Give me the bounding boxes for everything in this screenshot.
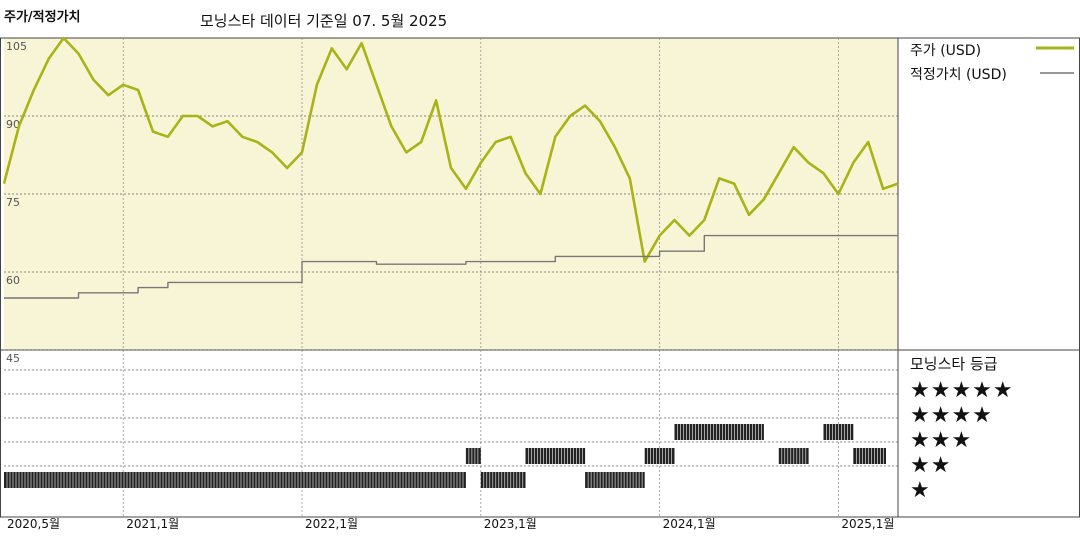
chart-title: 주가/적정가치 [4,10,81,25]
price-line [2,36,899,263]
legend-fair-value-label: 적정가치 (USD) [910,67,1007,83]
legend-price: 주가 (USD) [910,40,981,60]
rating-level-5-stars: ★★★★★ [910,378,1014,403]
x-tick-label: 2023,1월 [484,517,537,531]
y-tick-label: 75 [6,196,20,209]
y-tick-label: 105 [6,40,27,53]
fair-value-line [4,234,898,299]
rating-bar [853,448,886,464]
rating-level-2-stars: ★★ [910,453,952,478]
x-tick-label: 2025,1월 [841,517,894,531]
y-tick-label: 90 [6,118,20,131]
rating-bar [465,448,481,464]
y-tick-label: 60 [6,274,20,287]
chart-subtitle: 모닝스타 데이터 기준일 07. 5월 2025 [200,12,448,30]
rating-lanes [4,369,898,467]
rating-legend-title: 모닝스타 등급 [910,355,998,373]
legend-price-label: 주가 (USD) [910,43,982,59]
rating-level-1-star: ★ [910,478,931,503]
series-lines [2,36,899,299]
y-axis-labels: 105 90 75 60 45 [6,40,27,365]
legend-fair-value: 적정가치 (USD) [910,64,1007,84]
price-band [4,38,898,350]
rating-bar [480,472,526,488]
grid-lines [4,38,898,517]
x-tick-label: 2020,5월 [7,517,60,531]
x-tick-label: 2022,1월 [305,517,358,531]
x-tick-label: 2021,1월 [126,517,179,531]
rating-bars [4,424,886,488]
y-tick-label: 45 [6,352,20,365]
legend-swatches [1036,46,1074,74]
rating-level-4-stars: ★★★★ [910,403,993,428]
x-tick-label: 2024,1월 [663,517,716,531]
rating-level-3-stars: ★★★ [910,428,973,453]
x-axis-labels: 2020,5월 2021,1월 2022,1월 2023,1월 2024,1월 2025,… [7,517,894,531]
